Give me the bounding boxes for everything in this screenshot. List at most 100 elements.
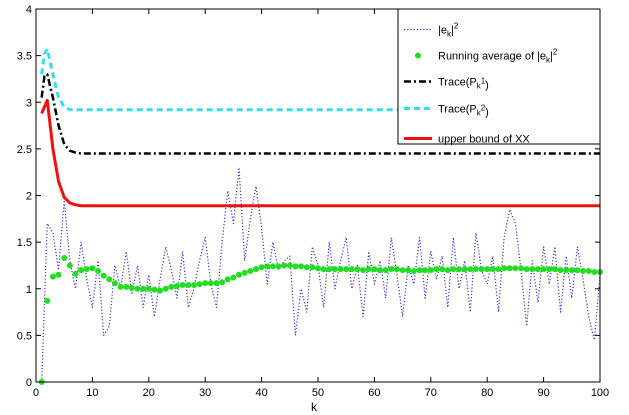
data-point (196, 281, 203, 288)
data-point (568, 267, 575, 274)
data-point (382, 267, 389, 274)
data-point (523, 266, 530, 273)
y-tick-label: 1.5 (17, 237, 32, 249)
data-point (185, 282, 192, 289)
series-0 (41, 166, 601, 383)
data-point (61, 254, 68, 261)
data-point (303, 264, 310, 271)
y-tick-label: 3.5 (17, 51, 32, 63)
data-point (585, 268, 592, 275)
y-tick-label: 0.5 (17, 330, 32, 342)
data-point (134, 285, 141, 292)
data-point (89, 265, 96, 272)
data-point (501, 265, 508, 272)
data-point (591, 268, 598, 275)
legend-item: Trace(Pk1) (404, 77, 489, 92)
data-point (66, 262, 73, 269)
x-tick-label: 10 (86, 387, 98, 399)
data-point (574, 267, 581, 274)
data-point (439, 266, 446, 273)
legend-marker (415, 52, 421, 59)
data-point (219, 279, 226, 286)
data-point (450, 266, 457, 273)
data-point (145, 285, 152, 292)
data-point (393, 266, 400, 273)
data-point (55, 271, 62, 278)
data-point (100, 272, 107, 279)
data-point (111, 280, 118, 287)
data-point (298, 263, 305, 270)
data-point (286, 262, 293, 269)
x-tick-label: 20 (143, 387, 155, 399)
data-point (179, 282, 186, 289)
y-tick-label: 0 (26, 377, 32, 389)
data-point (140, 285, 147, 292)
data-point (410, 268, 417, 275)
data-point (534, 266, 541, 273)
data-point (540, 266, 547, 273)
x-tick-label: 60 (368, 387, 380, 399)
series-line (40, 73, 600, 155)
x-tick-label: 0 (33, 387, 39, 399)
data-point (213, 280, 220, 287)
data-point (292, 263, 299, 270)
data-point (207, 280, 214, 287)
x-tick-label: 80 (481, 387, 493, 399)
data-point (399, 267, 406, 274)
data-point (247, 268, 254, 275)
data-point (444, 267, 451, 274)
data-point (230, 274, 237, 281)
data-point (331, 266, 338, 273)
data-point (484, 266, 491, 273)
legend-label: Trace(Pk2) (438, 104, 489, 119)
data-point (546, 266, 553, 273)
data-point (433, 266, 440, 273)
series-1 (38, 254, 603, 385)
data-point (343, 266, 350, 273)
legend: |ek|2 Running average of |ek|2 Trace(Pk1) T… (397, 8, 601, 146)
x-tick-label: 70 (425, 387, 437, 399)
data-point (151, 286, 158, 293)
series-line (40, 98, 600, 208)
data-point (326, 266, 333, 273)
data-point (467, 266, 474, 273)
data-point (416, 267, 423, 274)
data-point (495, 266, 502, 273)
data-point (422, 267, 429, 274)
y-tick-label: 2.5 (17, 144, 32, 156)
data-point (354, 266, 361, 273)
series-4 (40, 98, 600, 208)
data-point (427, 267, 434, 274)
legend-item: |ek|2 (404, 22, 459, 39)
legend-box (397, 8, 601, 145)
y-tick-label: 3 (26, 97, 32, 109)
data-point (241, 269, 248, 276)
data-point (49, 273, 56, 280)
data-point (202, 280, 209, 287)
data-point (580, 268, 587, 275)
data-point (348, 266, 355, 273)
y-tick-label: 1 (26, 284, 32, 296)
data-point (563, 267, 570, 274)
data-point (529, 266, 536, 273)
data-point (252, 266, 259, 273)
data-point (518, 265, 525, 272)
legend-item: Running average of |ek|2 (415, 48, 558, 65)
legend-label: upper bound of XX (438, 134, 530, 146)
data-point (123, 283, 130, 290)
data-point (106, 276, 113, 283)
x-tick-label: 50 (312, 387, 324, 399)
data-point (95, 268, 102, 275)
data-point (157, 287, 164, 294)
data-point (162, 285, 169, 292)
data-point (456, 266, 462, 273)
data-point (512, 265, 519, 272)
data-point (557, 267, 564, 274)
data-point (281, 262, 288, 269)
x-tick-label: 100 (591, 387, 609, 399)
y-tick-label: 4 (26, 4, 32, 16)
data-point (224, 276, 231, 283)
data-point (275, 263, 282, 270)
data-point (551, 266, 558, 273)
